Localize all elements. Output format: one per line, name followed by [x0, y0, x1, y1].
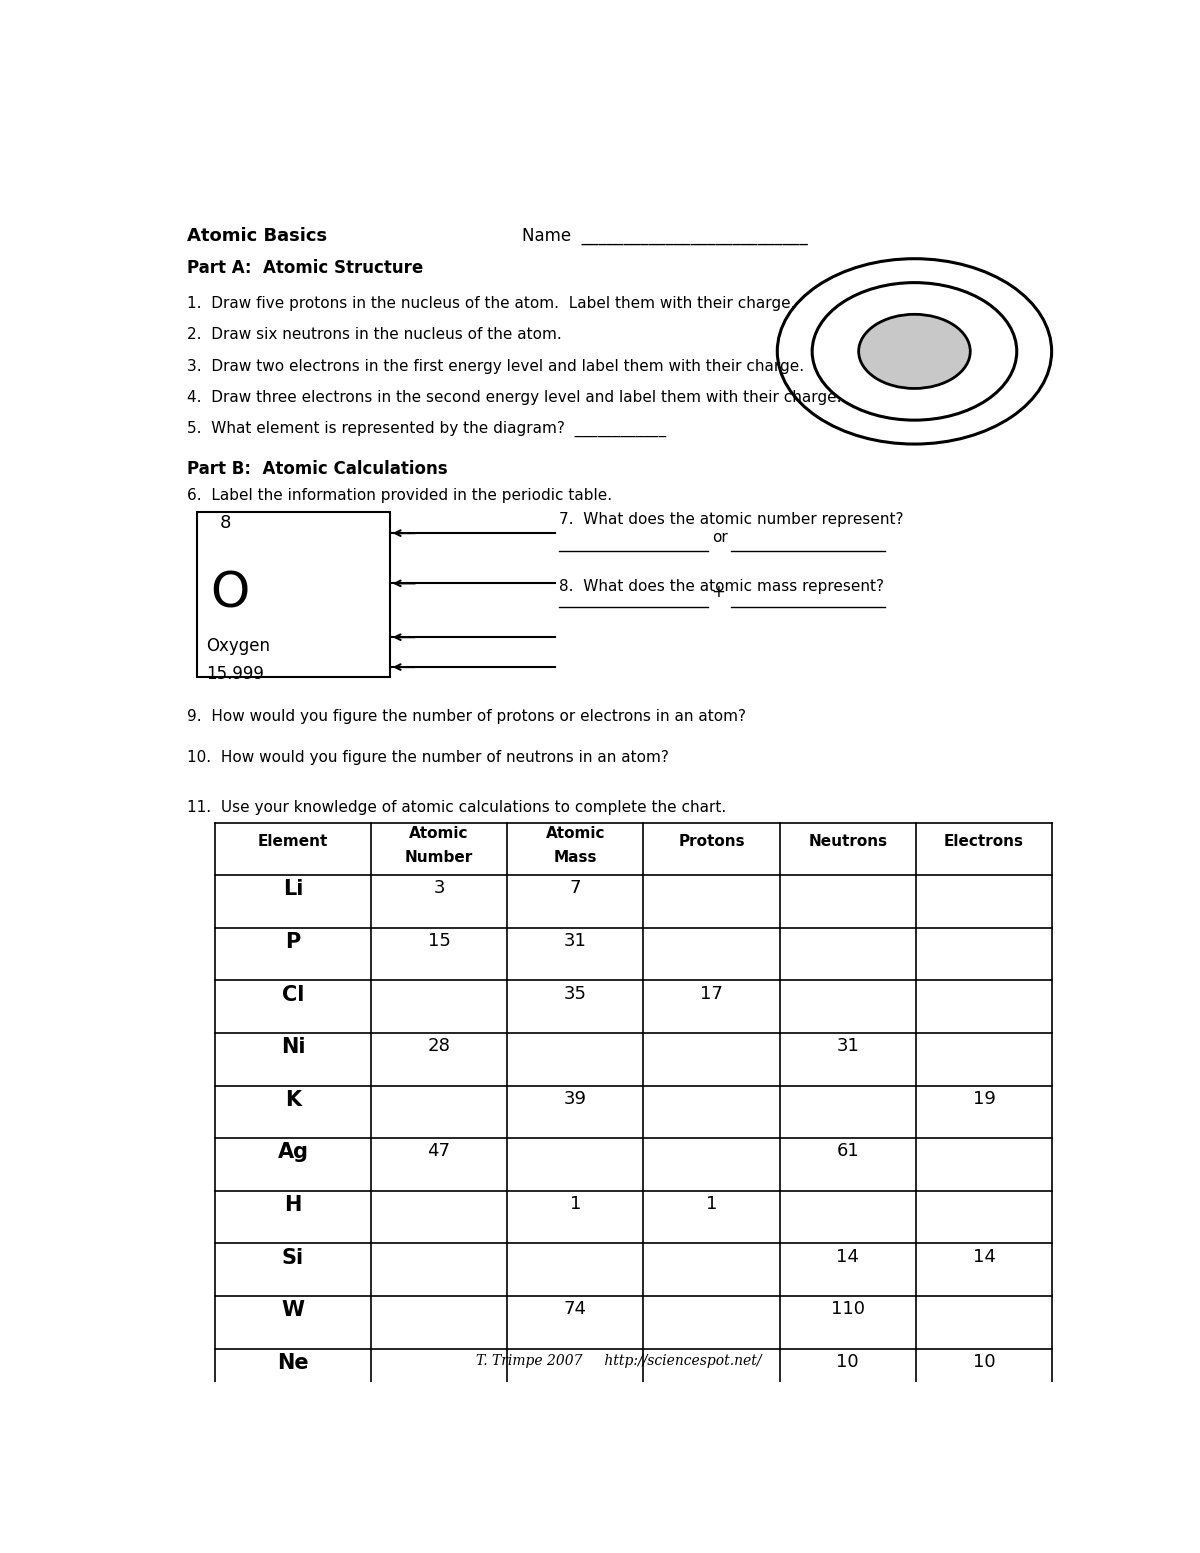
Ellipse shape [859, 314, 971, 388]
Text: 17: 17 [700, 985, 722, 1003]
Text: 7.  What does the atomic number represent?: 7. What does the atomic number represent… [559, 511, 904, 526]
Text: 6.  Label the information provided in the periodic table.: 6. Label the information provided in the… [187, 488, 612, 503]
Text: Electrons: Electrons [944, 834, 1024, 849]
Text: 3.  Draw two electrons in the first energy level and label them with their charg: 3. Draw two electrons in the first energ… [187, 359, 804, 374]
Text: 10: 10 [973, 1353, 995, 1371]
Text: P: P [286, 932, 300, 952]
Text: K: K [284, 1090, 301, 1110]
Text: Atomic: Atomic [546, 826, 605, 842]
Text: Ne: Ne [277, 1353, 308, 1373]
Text: Si: Si [282, 1247, 304, 1267]
Text: 1: 1 [570, 1196, 581, 1213]
Text: +: + [712, 584, 726, 601]
Text: Part A:  Atomic Structure: Part A: Atomic Structure [187, 259, 424, 278]
Text: W: W [282, 1300, 305, 1320]
Text: Number: Number [404, 849, 473, 865]
Text: 8: 8 [220, 514, 232, 533]
Text: Atomic: Atomic [409, 826, 469, 842]
Text: 31: 31 [836, 1037, 859, 1054]
Text: 10: 10 [836, 1353, 859, 1371]
Text: 3: 3 [433, 879, 445, 898]
Text: Protons: Protons [678, 834, 745, 849]
Text: 74: 74 [564, 1300, 587, 1318]
Text: 7: 7 [570, 879, 581, 898]
Text: Ag: Ag [277, 1143, 308, 1163]
Text: O: O [210, 568, 250, 617]
Text: 61: 61 [836, 1143, 859, 1160]
Text: 9.  How would you figure the number of protons or electrons in an atom?: 9. How would you figure the number of pr… [187, 708, 746, 724]
Text: 35: 35 [564, 985, 587, 1003]
Text: Mass: Mass [553, 849, 596, 865]
Text: 8.  What does the atomic mass represent?: 8. What does the atomic mass represent? [559, 579, 884, 593]
Text: Ni: Ni [281, 1037, 305, 1058]
Text: Neutrons: Neutrons [808, 834, 887, 849]
Text: Li: Li [283, 879, 304, 899]
Text: T. Trimpe 2007     http://sciencespot.net/: T. Trimpe 2007 http://sciencespot.net/ [475, 1354, 761, 1368]
Text: 1.  Draw five protons in the nucleus of the atom.  Label them with their charge.: 1. Draw five protons in the nucleus of t… [187, 297, 796, 311]
Text: Atomic Basics: Atomic Basics [187, 227, 328, 245]
Text: 110: 110 [830, 1300, 865, 1318]
Text: 14: 14 [836, 1247, 859, 1266]
Text: 4.  Draw three electrons in the second energy level and label them with their ch: 4. Draw three electrons in the second en… [187, 390, 841, 405]
Bar [197, 511, 390, 677]
Text: 39: 39 [564, 1090, 587, 1107]
Text: Name  ___________________________: Name ___________________________ [522, 227, 808, 245]
Text: Oxygen: Oxygen [206, 637, 270, 655]
Text: 31: 31 [564, 932, 587, 950]
Text: 10.  How would you figure the number of neutrons in an atom?: 10. How would you figure the number of n… [187, 750, 670, 764]
Text: H: H [284, 1196, 301, 1214]
Text: Element: Element [258, 834, 328, 849]
Text: Part B:  Atomic Calculations: Part B: Atomic Calculations [187, 460, 448, 478]
Text: 11.  Use your knowledge of atomic calculations to complete the chart.: 11. Use your knowledge of atomic calcula… [187, 800, 726, 815]
Text: 2.  Draw six neutrons in the nucleus of the atom.: 2. Draw six neutrons in the nucleus of t… [187, 328, 562, 343]
Text: 5.  What element is represented by the diagram?  ____________: 5. What element is represented by the di… [187, 421, 666, 436]
Text: 15: 15 [427, 932, 450, 950]
Text: or: or [712, 530, 727, 545]
Text: 15.999: 15.999 [206, 665, 264, 683]
Text: 19: 19 [972, 1090, 996, 1107]
Text: 14: 14 [972, 1247, 996, 1266]
Text: 28: 28 [427, 1037, 450, 1054]
Text: 47: 47 [427, 1143, 450, 1160]
Text: Cl: Cl [282, 985, 304, 1005]
Text: 1: 1 [706, 1196, 718, 1213]
